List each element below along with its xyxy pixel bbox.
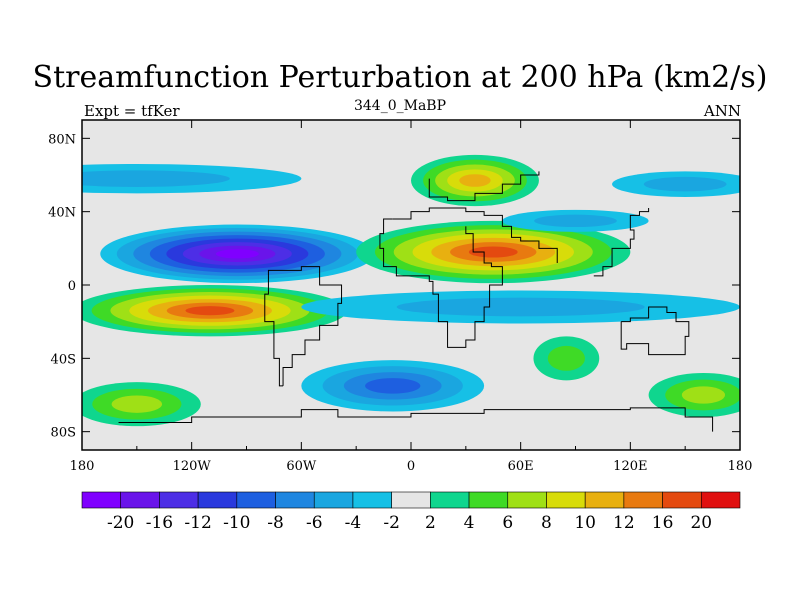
contour-fills <box>82 154 740 427</box>
x-axis: 180 120W 60W 0 60E 120E 180 <box>70 120 753 474</box>
colorbar-box <box>159 491 199 509</box>
coastline <box>428 171 540 202</box>
page-title: Streamfunction Perturbation at 200 hPa (… <box>32 60 768 95</box>
contour-blob <box>612 171 740 197</box>
colorbar-label: 20 <box>690 513 712 533</box>
contour-blob <box>82 164 302 194</box>
contour-blob <box>301 290 740 324</box>
experiment-label: Expt = tfKer <box>84 102 180 120</box>
y-tick-label: 80N <box>48 132 76 147</box>
colorbar-label: 10 <box>574 513 596 533</box>
contour-level <box>459 174 491 187</box>
colorbar-label: 6 <box>502 513 513 533</box>
contour-blob <box>502 209 649 232</box>
x-tick-label: 120E <box>613 459 647 474</box>
colorbar-label: -20 <box>107 513 134 533</box>
y-tick-label: 40S <box>51 352 76 367</box>
colorbar-box <box>584 491 625 509</box>
x-tick-label: 120W <box>173 459 212 474</box>
contour-blob <box>648 373 740 417</box>
colorbar-box <box>391 491 431 509</box>
y-tick-label: 80S <box>51 426 76 441</box>
colorbar-box <box>700 491 741 509</box>
contour-level <box>82 170 230 187</box>
colorbar-label: 16 <box>652 513 674 533</box>
colorbar-box <box>197 491 238 509</box>
contour-level <box>468 246 518 258</box>
contour-level <box>111 395 163 413</box>
x-tick-label: 60W <box>286 459 317 474</box>
colorbar-label: -4 <box>345 513 362 533</box>
colorbar-label: -8 <box>267 513 284 533</box>
contour-level <box>643 176 727 192</box>
contour-blob <box>82 382 201 427</box>
contour-blob <box>411 154 539 207</box>
coastline <box>593 208 650 277</box>
colorbar-box <box>81 491 122 509</box>
coastline <box>379 218 503 348</box>
colorbar-box <box>352 491 392 509</box>
season-label: ANN <box>703 102 741 120</box>
colorbar-label: -2 <box>383 513 400 533</box>
contour-level <box>547 345 585 371</box>
colorbar-box <box>120 491 160 509</box>
x-tick-label: 180 <box>70 459 95 474</box>
contour-level <box>681 386 726 404</box>
contour-level <box>185 306 235 316</box>
contour-blob <box>301 360 485 412</box>
coastline <box>264 266 343 387</box>
contour-level <box>215 249 259 259</box>
contour-level <box>396 297 645 317</box>
colorbar-label: 12 <box>613 513 635 533</box>
contour-blob <box>100 224 375 284</box>
colorbar-label: -10 <box>223 513 250 533</box>
x-tick-label: 180 <box>728 459 753 474</box>
colorbar-label: 4 <box>464 513 475 533</box>
colorbar-box <box>468 491 509 509</box>
colorbar-box <box>662 491 702 509</box>
x-tick-label: 0 <box>407 459 415 474</box>
colorbar-box <box>313 491 354 509</box>
coastline <box>620 306 690 356</box>
contour-blob <box>356 220 631 284</box>
colorbar: -20 -16 -12 -10 -8 -6 -4 -2 2 4 6 8 10 12 16 20 <box>81 491 741 533</box>
colorbar-label: 2 <box>425 513 436 533</box>
contour-blob <box>533 336 600 381</box>
coastline <box>118 407 714 432</box>
contour-blob <box>82 285 347 337</box>
y-tick-label: 40N <box>48 206 76 221</box>
colorbar-label: -16 <box>146 513 173 533</box>
contour-level <box>534 214 617 228</box>
coastlines <box>118 171 714 432</box>
colorbar-box <box>275 491 315 509</box>
x-tick-label: 60E <box>508 459 534 474</box>
colorbar-label: -6 <box>306 513 323 533</box>
contour-level <box>365 378 421 394</box>
colorbar-box <box>236 491 276 509</box>
coastline <box>392 207 558 263</box>
colorbar-box <box>623 491 663 509</box>
y-axis: 80N 40N 0 40S 80S <box>48 132 740 441</box>
colorbar-box <box>430 491 470 509</box>
y-tick-label: 0 <box>68 279 76 294</box>
colorbar-box <box>546 491 586 509</box>
colorbar-label: 8 <box>541 513 552 533</box>
case-label: 344_0_MaBP <box>353 98 447 114</box>
colorbar-box <box>507 491 547 509</box>
colorbar-label: -12 <box>184 513 211 533</box>
